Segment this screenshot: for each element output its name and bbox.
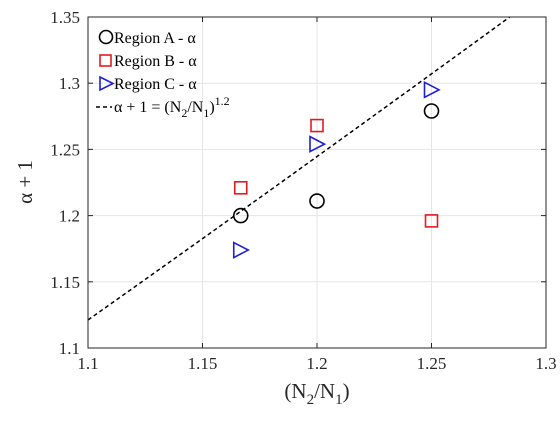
y-tick-label: 1.25 bbox=[50, 140, 80, 159]
marker-region-a bbox=[232, 207, 249, 224]
y-tick-label: 1.35 bbox=[50, 8, 80, 27]
x-tick-label: 1.1 bbox=[77, 354, 98, 373]
marker-region-c bbox=[423, 81, 441, 99]
marker-region-b bbox=[424, 214, 439, 228]
y-tick-label: 1.2 bbox=[59, 207, 80, 226]
x-tick-label: 1.3 bbox=[535, 354, 556, 373]
marker-region-c bbox=[232, 241, 250, 259]
marker-region-b bbox=[310, 118, 324, 133]
legend-item-region-b: Region B - α bbox=[99, 53, 197, 70]
legend-item-region-c: Region C - α bbox=[99, 75, 197, 93]
legend-label-region-a: Region A - α bbox=[114, 30, 196, 47]
marker-region-b bbox=[233, 180, 248, 195]
legend-marker-square bbox=[99, 54, 112, 67]
y-tick-label: 1.15 bbox=[50, 273, 80, 292]
legend-label-fit: α + 1 = (N2/N1)1.2 bbox=[114, 94, 230, 120]
legend-label-region-c: Region C - α bbox=[114, 76, 197, 93]
tick-layer: 1.1 1.15 1.2 1.25 1.3 1.1 1.15 1.2 1.25 1.3 1.35 bbox=[50, 8, 556, 373]
legend-label-region-b: Region B - α bbox=[114, 53, 197, 70]
y-tick-label: 1.3 bbox=[59, 74, 80, 93]
legend-marker-circle bbox=[98, 29, 114, 45]
x-tick-label: 1.15 bbox=[188, 354, 218, 373]
fit-line-layer bbox=[87, 16, 511, 321]
marker-region-a bbox=[423, 103, 440, 119]
marker-region-a bbox=[309, 193, 325, 209]
legend-marker-triangle bbox=[99, 75, 115, 92]
y-tick-label: 1.1 bbox=[59, 339, 80, 358]
x-tick-label: 1.25 bbox=[417, 354, 447, 373]
fit-line bbox=[87, 16, 511, 321]
legend-item-fit: α + 1 = (N2/N1)1.2 bbox=[96, 94, 230, 120]
marker-region-c bbox=[309, 135, 327, 153]
x-tick-label: 1.2 bbox=[306, 354, 327, 373]
x-axis-label: (N2/N1) bbox=[284, 379, 349, 408]
legend: Region A - α Region B - α Region C - α α… bbox=[96, 29, 230, 120]
legend-item-region-a: Region A - α bbox=[98, 29, 196, 47]
marker-layer bbox=[232, 81, 441, 259]
y-axis-label: α + 1 bbox=[13, 160, 37, 204]
